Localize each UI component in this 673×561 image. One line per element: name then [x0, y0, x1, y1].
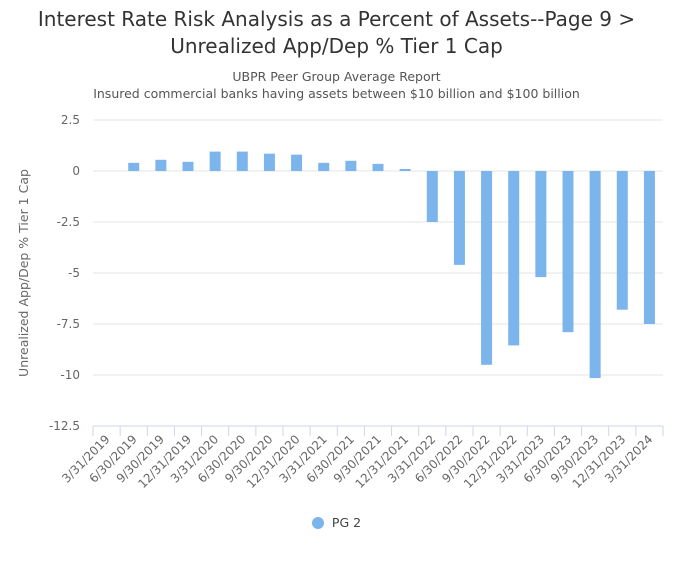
chart-subtitle: UBPR Peer Group Average Report Insured c… — [0, 68, 673, 102]
bar-series-pg2 — [128, 151, 655, 379]
x-axis — [92, 425, 664, 436]
x-axis-tick-labels: 3/31/20196/30/20199/30/201912/31/20193/3… — [59, 432, 655, 491]
y-tick-label: 0 — [72, 164, 80, 178]
chart-title-line-1: Interest Rate Risk Analysis as a Percent… — [37, 7, 636, 31]
bar-6-30-2022[interactable] — [453, 171, 465, 265]
bar-12-31-2023[interactable] — [616, 171, 628, 310]
chart-title-line-2: Unrealized App/Dep % Tier 1 Cap — [170, 34, 503, 58]
grid-lines — [93, 119, 663, 376]
chart-title: Interest Rate Risk Analysis as a Percent… — [0, 6, 673, 60]
bar-12-31-2022[interactable] — [508, 171, 520, 346]
legend-label: PG 2 — [331, 515, 362, 530]
bar-3-31-2021[interactable] — [318, 162, 330, 171]
bar-6-30-2020[interactable] — [236, 151, 248, 171]
bar-3-31-2022[interactable] — [426, 171, 438, 222]
bar-9-30-2021[interactable] — [372, 163, 384, 171]
bar-12-31-2019[interactable] — [182, 161, 194, 171]
bar-12-31-2020[interactable] — [291, 154, 303, 171]
y-tick-label: -12.5 — [49, 419, 80, 433]
y-tick-label: 2.5 — [61, 113, 80, 127]
y-axis-title: Unrealized App/Dep % Tier 1 Cap — [16, 169, 31, 377]
bar-6-30-2019[interactable] — [128, 162, 140, 171]
y-tick-label: -2.5 — [57, 215, 80, 229]
bar-9-30-2020[interactable] — [263, 153, 275, 171]
legend-item-pg2[interactable]: PG 2 — [311, 515, 362, 530]
bar-9-30-2023[interactable] — [589, 171, 601, 379]
y-axis-tick-labels: 2.5 0 -2.5 -5 -7.5 -10 -12.5 — [49, 113, 80, 433]
legend-marker-icon — [311, 516, 324, 529]
y-tick-label: -5 — [68, 266, 80, 280]
legend: PG 2 — [0, 515, 673, 532]
y-tick-label: -7.5 — [57, 317, 80, 331]
chart-subtitle-line-1: UBPR Peer Group Average Report — [232, 69, 441, 84]
bar-9-30-2019[interactable] — [155, 159, 167, 171]
bar-6-30-2021[interactable] — [345, 160, 357, 171]
chart-subtitle-line-2: Insured commercial banks having assets b… — [93, 86, 580, 101]
bar-3-31-2020[interactable] — [209, 151, 221, 171]
bar-9-30-2022[interactable] — [481, 171, 493, 365]
bar-6-30-2023[interactable] — [562, 171, 574, 333]
bar-12-31-2021[interactable] — [399, 168, 411, 171]
bar-3-31-2024[interactable] — [643, 171, 655, 324]
y-tick-label: -10 — [60, 368, 80, 382]
bar-3-31-2023[interactable] — [535, 171, 547, 278]
